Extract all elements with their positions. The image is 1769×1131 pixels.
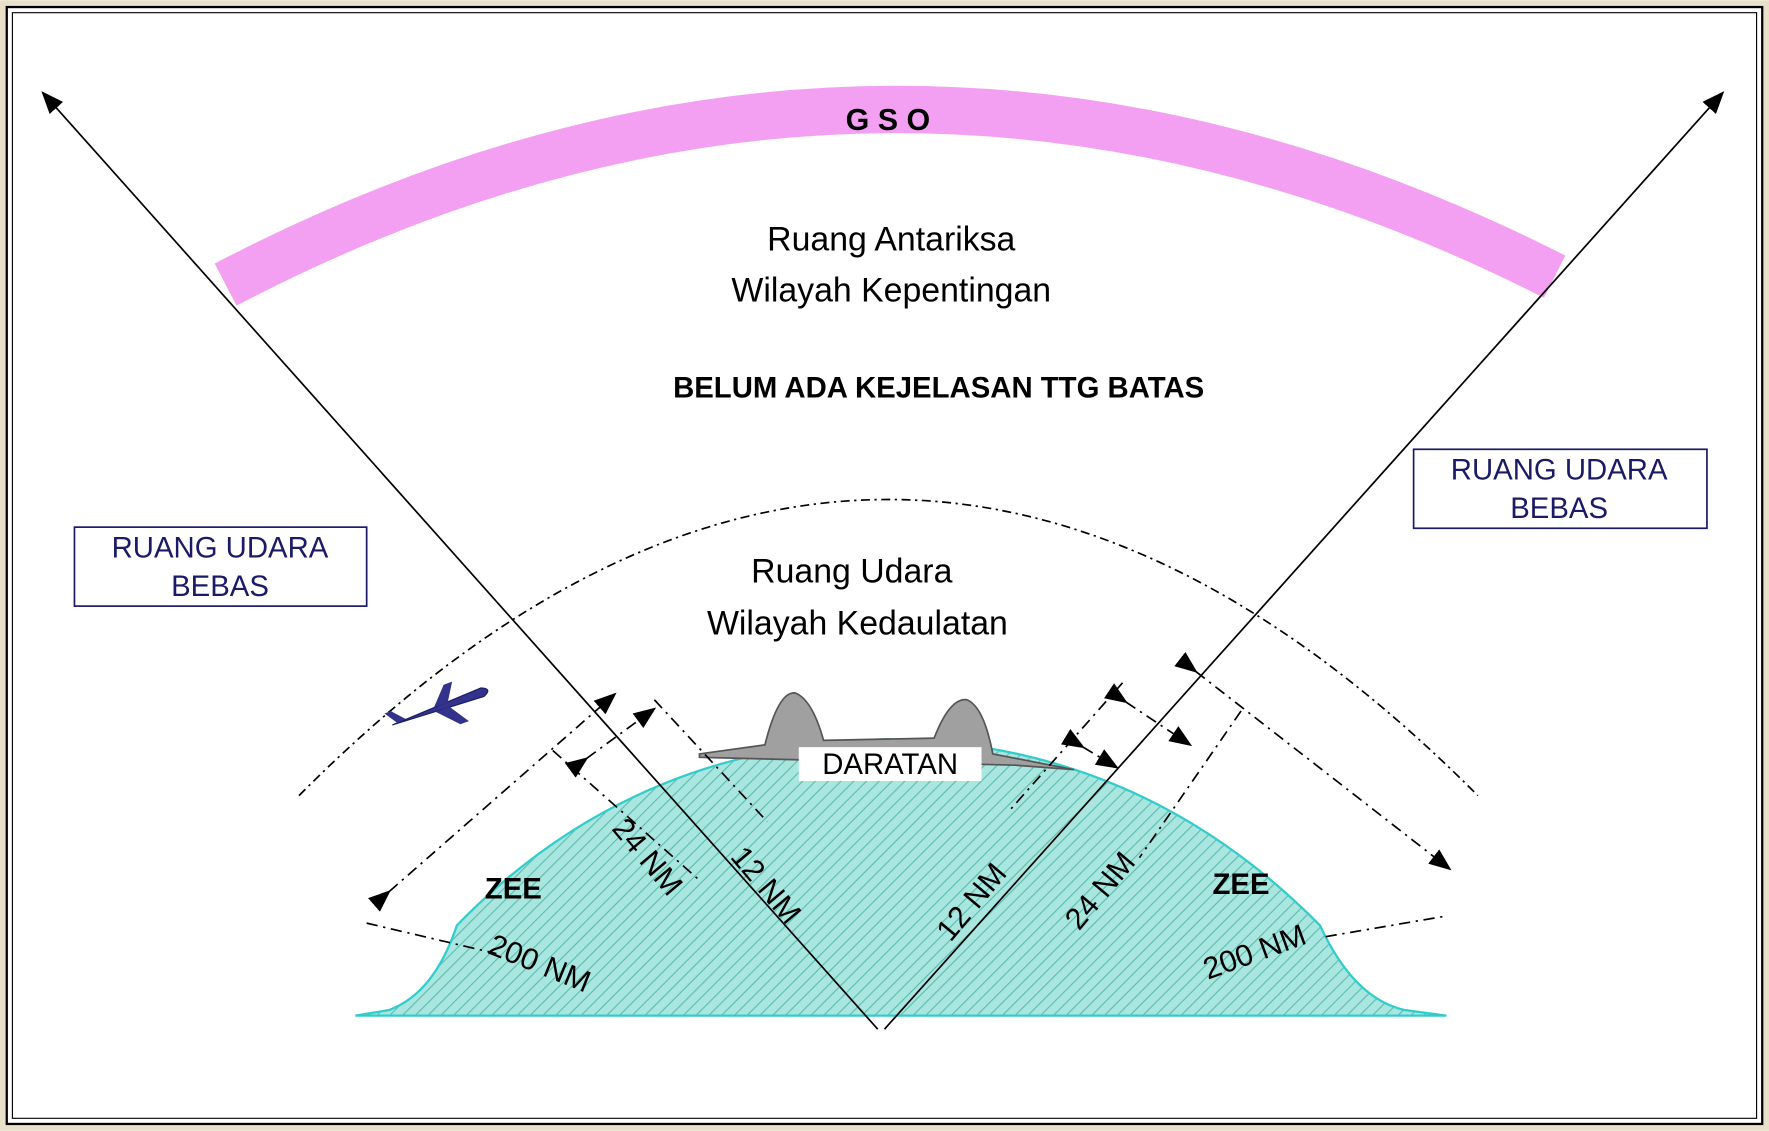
free-airspace-label: RUANG UDARA (1451, 454, 1668, 487)
boundary-note: BELUM ADA KEJELASAN TTG BATAS (673, 371, 1204, 404)
land-label: DARATAN (822, 748, 958, 781)
sovereign-airspace-label: Wilayah Kedaulatan (707, 604, 1008, 642)
outer-space-label: Ruang Antariksa (767, 221, 1015, 259)
free-airspace-label: BEBAS (171, 570, 269, 603)
zee-label: ZEE (1212, 868, 1269, 901)
gso-label: G S O (846, 103, 931, 137)
sovereign-airspace-label: Ruang Udara (751, 552, 952, 590)
outer-space-label: Wilayah Kepentingan (731, 272, 1051, 310)
diagram: G S O Ruang Antariksa Wilayah Kepentinga… (0, 0, 1769, 1131)
zee-label: ZEE (485, 872, 542, 905)
free-airspace-label: RUANG UDARA (112, 532, 329, 565)
free-airspace-label: BEBAS (1510, 492, 1608, 525)
